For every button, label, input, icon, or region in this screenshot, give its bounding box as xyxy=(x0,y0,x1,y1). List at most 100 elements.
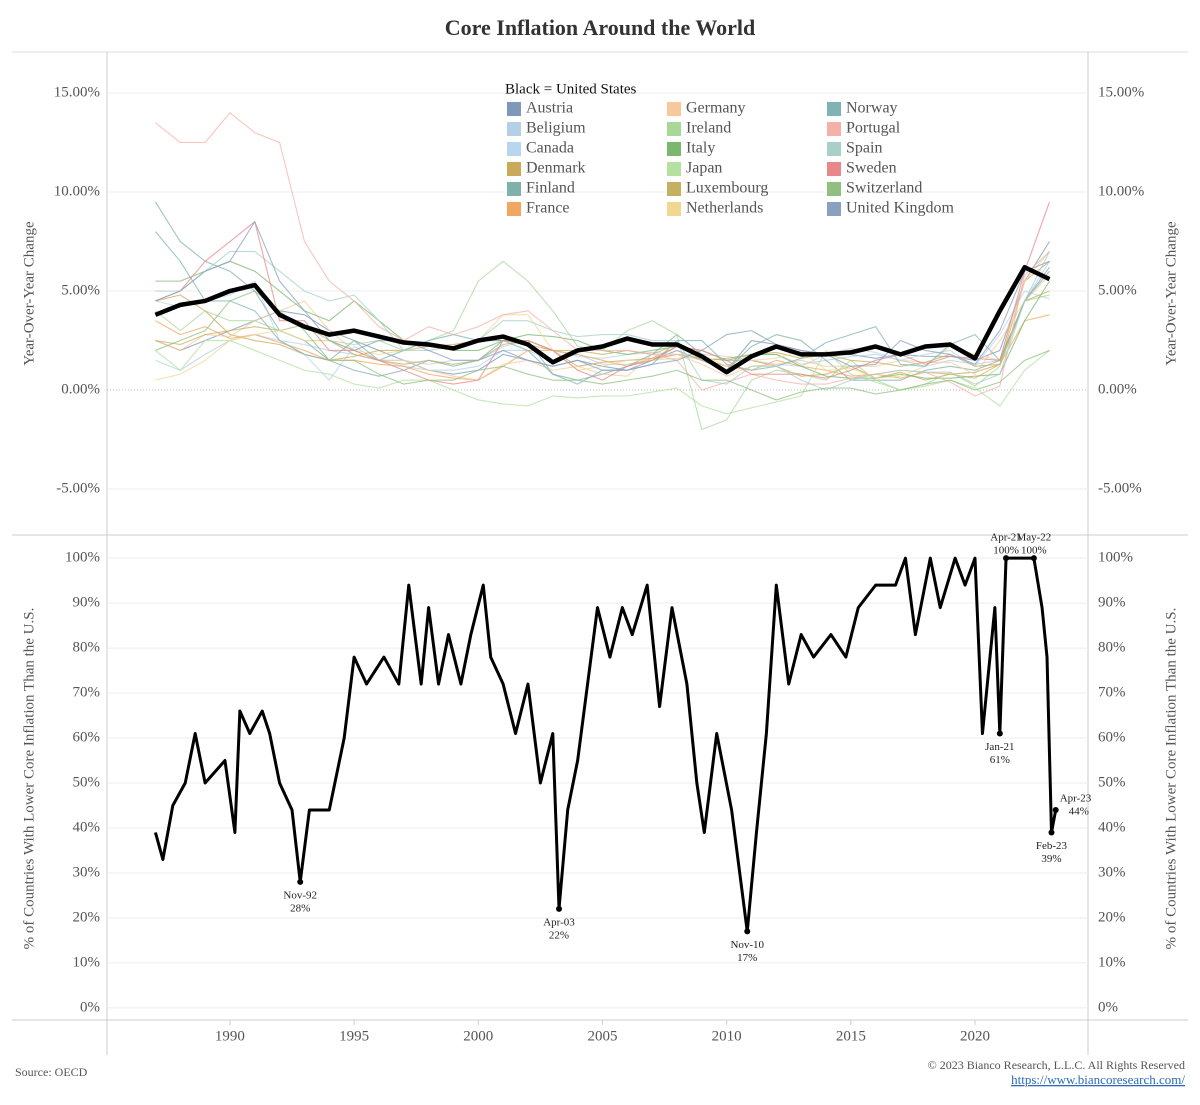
x-tick-label: 2010 xyxy=(712,1028,742,1044)
y-tick-label: 90% xyxy=(73,595,101,611)
legend-label: Italy xyxy=(686,140,715,157)
series-line xyxy=(155,290,1050,401)
annotation-label: Apr-21 xyxy=(990,532,1022,544)
legend-swatch xyxy=(507,122,521,136)
x-tick-label: 1990 xyxy=(215,1028,245,1044)
y2-tick-label: -5.00% xyxy=(1098,480,1142,496)
y-axis-label: Year-Over-Year Change xyxy=(21,221,37,366)
annotation-value: 100% xyxy=(1021,545,1047,557)
legend-swatch xyxy=(507,182,521,196)
y-tick-label: 0% xyxy=(80,999,100,1015)
y2-tick-label: 60% xyxy=(1098,729,1126,745)
annotation-value: 39% xyxy=(1041,853,1061,865)
series-line xyxy=(155,314,1050,381)
y-tick-label: -5.00% xyxy=(56,480,100,496)
y-tick-label: 0.00% xyxy=(61,381,100,397)
y-tick-label: 60% xyxy=(73,729,101,745)
y2-tick-label: 15.00% xyxy=(1098,84,1144,100)
annotation-dot xyxy=(1003,555,1010,562)
source: Source: OECD xyxy=(15,1065,88,1079)
y2-tick-label: 0.00% xyxy=(1098,381,1137,397)
legend-swatch xyxy=(827,122,841,136)
y2-tick-label: 100% xyxy=(1098,550,1133,566)
legend-swatch xyxy=(827,162,841,176)
y-tick-label: 20% xyxy=(73,909,101,925)
legend-swatch xyxy=(667,102,681,116)
annotation-label: May-22 xyxy=(1016,532,1051,544)
annotation-dot xyxy=(996,730,1003,737)
y-tick-label: 30% xyxy=(73,864,101,880)
legend-label: Spain xyxy=(846,140,882,157)
y-tick-label: 40% xyxy=(73,819,101,835)
y2-tick-label: 10% xyxy=(1098,954,1126,970)
series-line xyxy=(153,556,1058,933)
x-tick-label: 2005 xyxy=(587,1028,617,1044)
series-line xyxy=(155,250,1051,391)
annotation-value: 61% xyxy=(990,754,1010,766)
annotation-dot xyxy=(297,878,304,885)
legend-swatch xyxy=(667,182,681,196)
series-line xyxy=(155,274,1050,381)
annotation-label: Jan-21 xyxy=(985,741,1014,753)
annotation-label: Nov-10 xyxy=(730,939,764,951)
x-tick-label: 1995 xyxy=(339,1028,369,1044)
y-tick-label: 10.00% xyxy=(54,183,100,199)
y-tick-label: 70% xyxy=(73,684,101,700)
copyright: © 2023 Bianco Research, L.L.C. All Right… xyxy=(928,1058,1185,1072)
legend-swatch xyxy=(827,102,841,116)
legend-label: Finland xyxy=(526,180,575,197)
y2-axis-label: Year-Over-Year Change xyxy=(1163,221,1179,366)
annotation-label: Feb-23 xyxy=(1036,840,1068,852)
annotation-value: 100% xyxy=(993,545,1019,557)
y-tick-label: 5.00% xyxy=(61,282,100,298)
legend-label: Austria xyxy=(526,100,573,117)
legend-swatch xyxy=(827,142,841,156)
y2-tick-label: 30% xyxy=(1098,864,1126,880)
series-line xyxy=(155,221,1050,371)
legend-swatch xyxy=(667,122,681,136)
legend-label: Canada xyxy=(526,140,574,157)
y2-tick-label: 5.00% xyxy=(1098,282,1137,298)
y-tick-label: 80% xyxy=(73,640,101,656)
legend-title: Black = United States xyxy=(505,81,637,97)
legend-swatch xyxy=(827,182,841,196)
x-tick-label: 2020 xyxy=(960,1028,990,1044)
annotation-value: 28% xyxy=(290,902,310,914)
legend-swatch xyxy=(507,102,521,116)
legend-label: United Kingdom xyxy=(846,200,955,217)
y2-tick-label: 0% xyxy=(1098,999,1118,1015)
series-line xyxy=(155,290,1050,367)
legend-label: Germany xyxy=(686,100,746,117)
series-line xyxy=(155,251,1050,381)
annotation-dot xyxy=(744,928,751,935)
annotation-value: 22% xyxy=(549,929,569,941)
legend-label: Sweden xyxy=(846,160,897,177)
annotation-label: Apr-23 xyxy=(1060,793,1092,805)
legend-label: Norway xyxy=(846,100,898,117)
legend-swatch xyxy=(667,202,681,216)
annotation-value: 44% xyxy=(1069,806,1089,818)
legend-label: Portugal xyxy=(846,120,901,137)
x-tick-label: 2015 xyxy=(836,1028,866,1044)
link[interactable]: https://www.biancoresearch.com/ xyxy=(1011,1072,1185,1087)
annotation-label: Apr-03 xyxy=(543,916,575,928)
legend-label: Beligium xyxy=(526,120,586,137)
annotation-dot xyxy=(556,905,563,912)
y2-tick-label: 20% xyxy=(1098,909,1126,925)
highlight-line xyxy=(154,265,1051,375)
annotation-dot xyxy=(1052,806,1059,813)
legend-swatch xyxy=(667,162,681,176)
x-tick-label: 2000 xyxy=(463,1028,493,1044)
legend-label: France xyxy=(526,200,570,217)
annotation-dot xyxy=(1030,555,1037,562)
y-tick-label: 10% xyxy=(73,954,101,970)
annotation-label: Nov-92 xyxy=(283,889,317,901)
legend-label: Denmark xyxy=(526,160,586,177)
series-line xyxy=(155,112,1050,397)
y2-tick-label: 70% xyxy=(1098,684,1126,700)
y2-tick-label: 80% xyxy=(1098,640,1126,656)
y-axis-label: % of Countries With Lower Core Inflation… xyxy=(21,608,37,950)
annotation-value: 17% xyxy=(737,952,757,964)
